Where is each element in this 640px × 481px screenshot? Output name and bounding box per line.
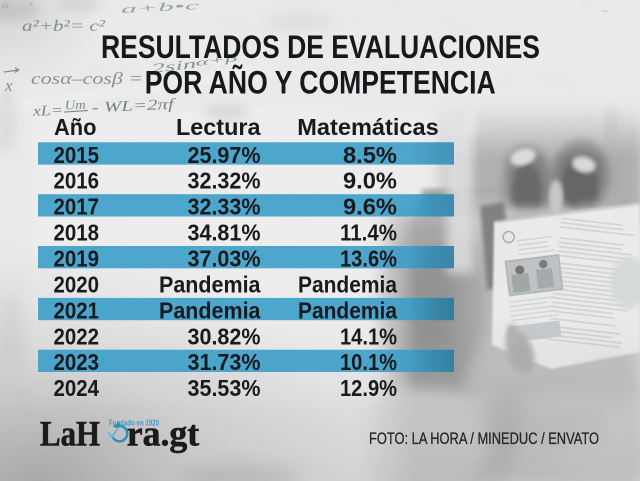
svg-text:37.03%: 37.03% — [188, 246, 261, 272]
svg-text:Fundado en 1920: Fundado en 1920 — [109, 419, 159, 428]
svg-text:Pandemia: Pandemia — [159, 272, 261, 298]
svg-text:ν.: ν. — [29, 0, 35, 8]
svg-text:9.6%: 9.6% — [343, 194, 397, 220]
svg-text:13.6%: 13.6% — [340, 246, 397, 272]
svg-text:x: x — [4, 76, 13, 95]
svg-text:10.1%: 10.1% — [340, 349, 397, 375]
svg-text:2019: 2019 — [54, 246, 100, 272]
svg-text:a+b•c: a+b•c — [121, 0, 200, 16]
svg-text:2020: 2020 — [54, 272, 100, 298]
svg-text:POR AÑO Y COMPETENCIA: POR AÑO Y COMPETENCIA — [145, 64, 496, 101]
svg-text:Pandemia: Pandemia — [298, 272, 398, 298]
svg-text:2023: 2023 — [54, 349, 100, 375]
svg-text:2024: 2024 — [54, 375, 100, 401]
svg-text:32.32%: 32.32% — [188, 168, 261, 194]
svg-text:9.0%: 9.0% — [343, 168, 397, 194]
svg-text:Año: Año — [54, 114, 97, 140]
svg-text:34.81%: 34.81% — [188, 220, 261, 246]
svg-text:- WL=2πf: - WL=2πf — [91, 97, 176, 117]
svg-text:a²+b²= c²: a²+b²= c² — [22, 18, 107, 35]
svg-text:12.9%: 12.9% — [340, 375, 397, 401]
svg-text:2022: 2022 — [54, 323, 100, 349]
svg-text:31.73%: 31.73% — [188, 349, 261, 375]
svg-text:11.4%: 11.4% — [340, 220, 397, 246]
svg-text:2021: 2021 — [54, 297, 100, 323]
svg-text:LaH: LaH — [40, 414, 100, 454]
svg-text:2015: 2015 — [54, 142, 100, 168]
svg-text:Pandemia: Pandemia — [159, 297, 261, 323]
svg-text:∼: ∼ — [600, 6, 609, 17]
svg-text:Matemáticas: Matemáticas — [297, 114, 439, 140]
svg-text:cosα–cosβ =: cosα–cosβ = — [31, 69, 143, 88]
svg-text:RESULTADOS DE EVALUACIONES: RESULTADOS DE EVALUACIONES — [101, 29, 540, 65]
svg-text:2017: 2017 — [54, 194, 100, 220]
svg-text:32.33%: 32.33% — [188, 194, 261, 220]
svg-text:25.97%: 25.97% — [188, 142, 261, 168]
svg-text:FOTO: LA HORA / MINEDUC / ENVA: FOTO: LA HORA / MINEDUC / ENVATO — [369, 430, 599, 448]
svg-text:14.1%: 14.1% — [340, 323, 397, 349]
svg-text:35.53%: 35.53% — [188, 375, 261, 401]
svg-text:2018: 2018 — [54, 220, 100, 246]
svg-text:2sin: 2sin — [151, 56, 197, 76]
svg-text:30.82%: 30.82% — [188, 323, 261, 349]
svg-text:2016: 2016 — [54, 168, 100, 194]
svg-text:ω′: ω′ — [2, 0, 11, 10]
svg-text:Pandemia: Pandemia — [298, 297, 398, 323]
svg-text:Lectura: Lectura — [176, 114, 261, 140]
svg-text:α+β: α+β — [195, 53, 238, 69]
svg-text:ra.gt: ra.gt — [127, 414, 200, 454]
svg-text:Um: Um — [64, 97, 86, 113]
svg-text:8.5%: 8.5% — [343, 142, 397, 168]
svg-text:xL=: xL= — [31, 103, 63, 120]
